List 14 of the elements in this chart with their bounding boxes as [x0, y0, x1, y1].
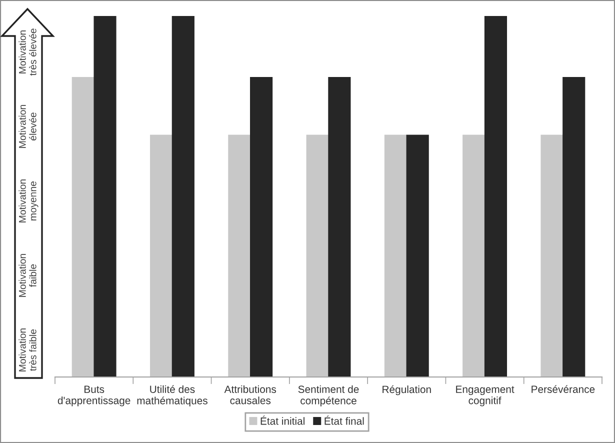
- x-tick-label: Buts d'apprentissage: [58, 386, 130, 406]
- text: Motivation faible: [18, 254, 36, 297]
- text: Motivation élevée: [18, 104, 36, 148]
- x-tick-label: Régulation: [382, 385, 431, 396]
- legend-label: État final: [324, 416, 364, 425]
- x-tick-label: Utilité des mathématiques: [137, 385, 208, 406]
- text: Motivation très faible: [18, 328, 36, 372]
- x-tick-label: Engagement cognitif: [456, 386, 514, 406]
- text: Motivation moyenne: [18, 179, 38, 222]
- x-tick-label: Persévérance: [532, 385, 595, 393]
- text: Motivation très élevée: [18, 28, 36, 76]
- x-tick-label: Attributions causales: [224, 385, 276, 404]
- legend-label: État initial: [260, 416, 304, 425]
- x-tick-label: Sentiment de compétence: [298, 385, 359, 406]
